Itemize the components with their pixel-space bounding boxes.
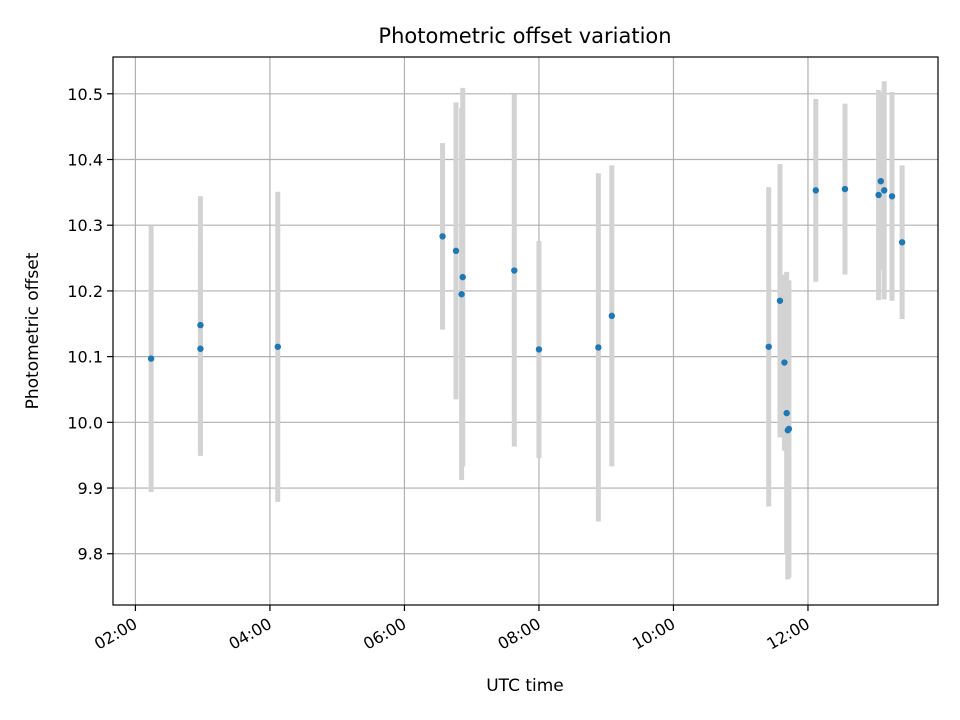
data-point [898,239,906,246]
data-point [781,359,788,366]
plot-frame [112,56,939,606]
grid-lines [113,57,938,605]
y-tick-label: 10.1 [67,348,103,367]
chart-title: Photometric offset variation [378,24,671,48]
data-point [511,267,518,274]
data-point [595,344,602,351]
y-tick-label: 9.9 [78,479,103,498]
data-point [765,343,772,350]
data-point [459,273,466,281]
data-point [147,355,155,362]
plot-area [113,57,938,605]
data-point [888,193,896,200]
data-point [458,291,465,298]
y-tick-label: 10.4 [67,151,103,170]
y-tick-label: 10.5 [67,85,103,104]
data-point [841,185,849,193]
y-tick-label: 10.3 [67,216,103,235]
data-point [535,346,543,353]
data-point [812,187,820,194]
data-point [197,321,204,329]
data-point [197,345,204,352]
x-axis-title: UTC time [486,676,564,696]
y-tick-label: 9.8 [78,545,103,564]
y-tick-label: 10.2 [67,282,103,301]
y-tick-label: 10.0 [67,413,103,432]
data-point [439,233,446,240]
data-point [783,409,790,417]
data-point [785,425,793,433]
data-point [880,187,888,194]
y-axis-title: Photometric offset [23,252,43,409]
data-point [776,297,784,304]
data-point [274,343,281,350]
data-point [875,191,882,199]
data-point [877,177,885,185]
data-points [147,177,906,434]
data-point [608,312,616,320]
data-point [452,247,460,255]
